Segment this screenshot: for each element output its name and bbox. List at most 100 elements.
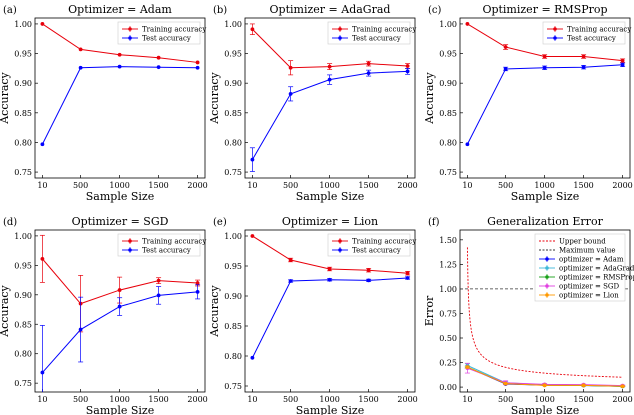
panel-label: (f) [428, 217, 440, 228]
legend-box [542, 21, 626, 45]
y-axis-label: Accuracy [208, 284, 221, 337]
data-point [288, 279, 293, 283]
y-tick-label: 1.00 [14, 232, 32, 241]
x-tick-label: 500 [283, 395, 298, 404]
data-point [581, 54, 586, 59]
series-1 [249, 23, 411, 76]
y-tick-label: 1.50 [439, 236, 457, 245]
data-point [327, 77, 332, 82]
data-point [465, 365, 470, 370]
plot-frame [244, 229, 416, 393]
x-tick-label: 10 [462, 395, 472, 404]
x-tick-label: 1000 [319, 181, 339, 190]
data-point [250, 355, 255, 360]
y-tick-label: 0.95 [224, 262, 242, 271]
y-tick-label: 0.80 [14, 138, 32, 147]
legend-label: Training accuracy [142, 26, 206, 34]
data-point [40, 22, 45, 26]
y-tick-label: 0.75 [14, 168, 32, 177]
legend-label: optimizer = AdaGrad [559, 265, 634, 273]
legend-swatch-marker [338, 27, 342, 31]
x-tick-label: 10 [247, 181, 257, 190]
y-tick-label: 1.00 [439, 285, 457, 294]
panel-5: (e) Optimizer = Lion 0.75 0.80 0.85 0.90 0.95 1… [208, 215, 418, 415]
y-tick-label: 0.25 [439, 359, 457, 368]
data-point [327, 267, 332, 271]
y-axis-label: Error [423, 295, 436, 326]
x-tick-label: 2000 [187, 181, 207, 190]
data-point [503, 381, 508, 386]
y-tick-label: 1.00 [14, 20, 32, 29]
y-tick-label: 1.00 [439, 20, 457, 29]
y-tick-label: 0.75 [224, 168, 242, 177]
data-point [250, 27, 255, 32]
y-tick-label: 0.85 [224, 109, 242, 118]
y-tick-label: 0.75 [439, 309, 457, 318]
data-point [40, 256, 45, 261]
chart-title: Optimizer = Lion [282, 215, 378, 228]
y-tick-label: 0.95 [439, 50, 457, 59]
panel-4: (d) Optimizer = SGD 0.75 0.80 0.85 0.90 0.95 1.… [0, 215, 208, 415]
plot-frame [459, 17, 631, 179]
data-point [405, 276, 410, 280]
y-tick-label: 0.80 [14, 350, 32, 359]
plot-frame [244, 17, 416, 179]
x-axis-label: Sample Size [511, 190, 579, 203]
legend-label: Test accuracy [142, 247, 191, 255]
chart-title: Optimizer = RMSProp [482, 3, 607, 16]
x-tick-label: 500 [498, 395, 513, 404]
data-point [117, 64, 122, 69]
data-point [250, 157, 255, 162]
data-point [40, 142, 45, 147]
y-tick-label: 0.90 [14, 291, 32, 300]
data-point [581, 65, 586, 70]
y-tick-label: 0.85 [14, 109, 32, 118]
x-tick-label: 1500 [148, 181, 168, 190]
plot-area [39, 234, 201, 392]
x-axis-label: Sample Size [86, 404, 154, 415]
y-tick-label: 0.50 [439, 334, 457, 343]
y-tick-label: 0.90 [224, 79, 242, 88]
data-point [542, 65, 547, 70]
data-point [250, 234, 255, 238]
y-tick-label: 0.00 [439, 383, 457, 392]
legend-swatch-marker [545, 284, 549, 288]
y-tick-label: 0.95 [14, 50, 32, 59]
y-tick-label: 0.80 [224, 352, 242, 361]
x-tick-label: 1500 [573, 395, 593, 404]
panel-2: (b) Optimizer = AdaGrad 0.75 0.80 0.85 0.90 0.… [208, 3, 418, 203]
plot-area [40, 22, 200, 147]
data-point [366, 61, 371, 66]
x-axis-label: Sample Size [86, 190, 154, 203]
panel-1: (a) Optimizer = Adam 0.75 0.80 0.85 0.90 0.95 1… [0, 3, 208, 203]
data-point [620, 384, 625, 389]
plot-frame [34, 229, 206, 393]
legend-label: optimizer = RMSProp [559, 274, 634, 282]
series-line [466, 64, 623, 145]
data-point [542, 54, 547, 59]
data-point [503, 67, 508, 71]
y-tick-label: 0.75 [14, 379, 32, 388]
y-tick-label: 0.75 [439, 168, 457, 177]
data-point [542, 383, 547, 388]
series-1 [465, 22, 626, 63]
data-point [288, 91, 293, 96]
data-point [620, 62, 625, 67]
legend-label: optimizer = SGD [559, 283, 620, 291]
chart-title: Optimizer = Adam [68, 3, 172, 16]
x-tick-label: 500 [283, 181, 298, 190]
x-axis-label: Sample Size [296, 190, 364, 203]
legend-label: Test accuracy [352, 35, 401, 43]
panel-label: (e) [213, 217, 227, 228]
panel-label: (c) [428, 5, 442, 16]
data-point [117, 288, 122, 292]
x-axis-label: Sample Size [511, 404, 579, 415]
series-2 [39, 284, 201, 392]
data-point [195, 289, 200, 294]
plot-area [460, 247, 630, 389]
legend-swatch-marker [338, 248, 342, 252]
